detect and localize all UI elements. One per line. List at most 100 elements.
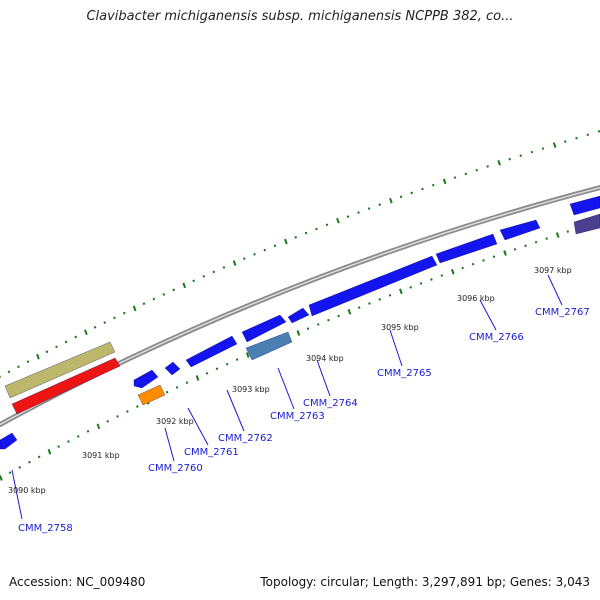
major-tick [245,352,250,358]
minor-tick [421,187,424,191]
leader-line [226,389,245,432]
minor-tick [76,435,80,438]
gene-feature [245,331,293,361]
minor-tick [294,235,297,239]
gene-feature [4,341,116,399]
minor-tick [315,227,318,231]
major-tick [132,305,137,312]
minor-tick [475,168,479,172]
major-tick [336,217,340,224]
gene-label: CMM_2758 [18,523,73,534]
minor-tick [7,370,11,374]
minor-tick [8,471,12,475]
leader-line [11,469,23,520]
major-tick [389,197,393,204]
major-tick [47,448,52,455]
minor-tick [545,237,548,240]
minor-tick [304,231,308,235]
gene-label: CMM_2765 [377,368,432,379]
minor-tick [471,262,475,266]
backbone-line [0,185,600,428]
minor-tick [215,367,219,371]
major-tick [232,260,237,266]
major-tick [182,282,187,289]
major-tick [442,178,447,185]
minor-tick [106,420,109,423]
gene-label: CMM_2764 [303,398,358,409]
major-tick [347,308,352,315]
minor-tick [165,390,169,394]
gene-feature [499,219,541,241]
gene-feature [569,195,600,216]
scale-labels: 3090 kbp 3091 kbp 3092 kbp 3093 kbp 3094 kbp… [8,266,572,495]
major-tick [84,329,88,335]
minor-tick [116,415,119,418]
minor-tick [253,253,256,256]
gene-feature [137,384,166,406]
minor-tick [541,147,545,150]
minor-tick [453,176,457,179]
gene-feature [0,432,18,450]
gene-feature [133,369,159,389]
map-title: Clavibacter michiganensis subsp. michiga… [86,9,514,24]
minor-tick [222,266,226,269]
leader-line [316,359,331,397]
minor-tick [172,288,175,292]
scale-label: 3096 kbp [457,294,495,303]
minor-tick [136,405,139,408]
minor-tick [566,230,570,233]
minor-tick [273,244,277,248]
minor-tick [378,298,382,301]
genome-backbone [0,185,600,428]
minor-tick [399,195,403,199]
minor-tick [205,372,209,375]
minor-tick [419,282,423,285]
minor-tick [513,248,517,251]
gene-feature [185,335,238,368]
scale-label: 3091 kbp [82,451,120,460]
minor-tick [431,183,435,187]
scale-label: 3095 kbp [381,323,419,332]
minor-tick [64,340,68,344]
minor-tick [430,278,433,281]
minor-tick [225,362,229,366]
major-tick [296,330,301,336]
gene-feature [241,314,287,343]
gene-feature [573,213,600,235]
minor-tick [440,274,444,277]
major-tick [555,232,560,238]
major-tick [284,238,288,245]
gene-feature [287,307,310,324]
gene-feature [308,255,438,317]
minor-tick [242,257,246,261]
outer-tick-ring [0,130,600,378]
minor-tick [152,297,156,301]
minor-tick [126,410,129,413]
minor-tick [492,255,496,259]
minor-tick [45,350,49,354]
minor-tick [162,293,166,296]
minor-tick [464,172,468,176]
minor-tick [410,191,414,195]
major-tick [399,288,403,295]
minor-tick [367,207,371,210]
minor-tick [378,203,381,206]
gene-labels: CMM_2758 CMM_2760 CMM_2761 CMM_2762 CMM_2763… [18,307,590,534]
minor-tick [185,381,189,385]
leader-line [277,367,295,410]
major-tick [450,268,455,275]
major-tick [0,475,3,481]
accession-text: Accession: NC_009480 [9,575,146,589]
minor-tick [192,279,195,283]
minor-tick [409,286,412,289]
label-leader-lines [11,274,563,520]
minor-tick [26,360,30,364]
major-tick [96,423,101,430]
gene-label: CMM_2763 [270,411,325,422]
minor-tick [563,140,567,143]
minor-tick [86,430,90,433]
minor-tick [325,223,329,227]
gene-label: CMM_2766 [469,332,524,343]
minor-tick [67,440,70,443]
minor-tick [337,314,340,318]
